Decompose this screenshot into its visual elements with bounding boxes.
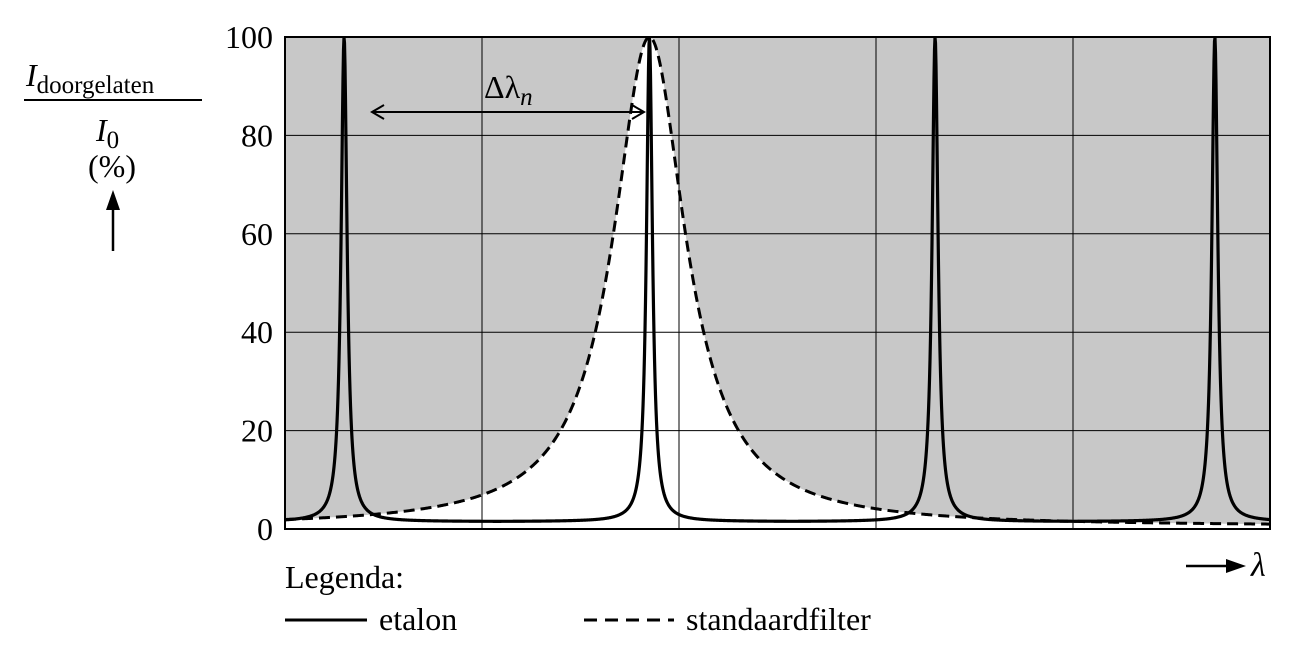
y-axis-label: Idoorgelaten I0 (%): [24, 57, 202, 251]
y-tick-label: 80: [241, 117, 273, 153]
y-tick-label: 100: [225, 19, 273, 55]
y-label-denominator: I: [95, 112, 108, 148]
svg-text:Δλn: Δλn: [484, 69, 533, 111]
y-axis-ticks: 0 20 40 60 80 100: [225, 19, 273, 547]
svg-text:Idoorgelaten: Idoorgelaten: [25, 57, 155, 99]
y-label-denominator-subscript: 0: [107, 127, 120, 154]
x-axis-label: λ: [1186, 547, 1266, 584]
y-label-unit: (%): [88, 148, 136, 184]
x-label-arrow-icon: [1186, 559, 1246, 573]
y-tick-label: 40: [241, 314, 273, 350]
delta-lambda-symbol: Δλ: [484, 69, 521, 105]
y-label-main: I: [25, 57, 38, 93]
legend-entry-standaardfilter: standaardfilter: [584, 601, 871, 637]
legend-entry-etalon: etalon: [285, 601, 457, 637]
y-tick-label: 60: [241, 216, 273, 252]
series-standaardfilter-line: [285, 37, 1270, 526]
delta-lambda-annotation: Δλn: [370, 69, 646, 120]
legend: Legenda: etalon standaardfilter: [285, 559, 871, 637]
plot-frame: [284, 36, 1271, 530]
legend-label-standaardfilter: standaardfilter: [686, 601, 871, 637]
grid: [285, 37, 1270, 529]
legend-label-etalon: etalon: [379, 601, 457, 637]
y-label-arrow-icon: [106, 190, 120, 251]
svg-text:I0: I0: [95, 112, 119, 154]
delta-lambda-subscript: n: [520, 84, 533, 111]
y-tick-label: 0: [257, 511, 273, 547]
legend-title: Legenda:: [285, 559, 404, 595]
plot-background: [285, 37, 1270, 529]
y-tick-label: 20: [241, 413, 273, 449]
y-label-main-subscript: doorgelaten: [37, 72, 155, 99]
series-etalon-line: [285, 37, 1270, 523]
x-label-symbol: λ: [1250, 547, 1266, 584]
